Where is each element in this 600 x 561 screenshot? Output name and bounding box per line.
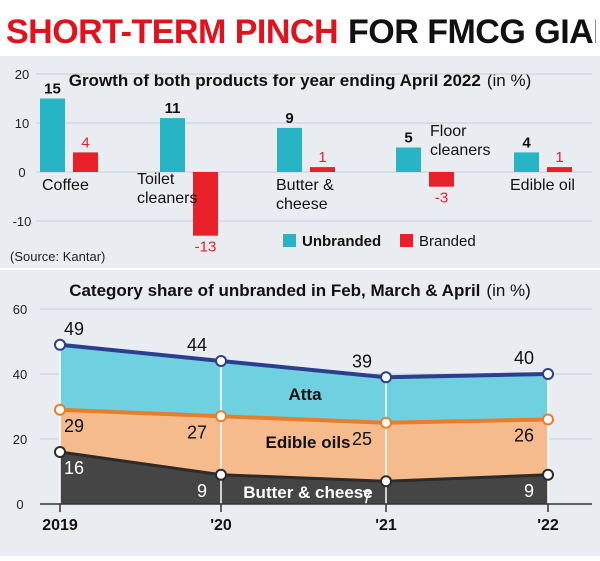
area-point-butter-and-cheese — [542, 468, 554, 481]
area-point-edible-oils — [215, 410, 227, 423]
area-series-name-atta: Atta — [288, 385, 322, 404]
area-band-butter-and-cheese — [60, 452, 548, 504]
area-line-butter-and-cheese — [59, 450, 549, 483]
bar-category-line: Coffee — [42, 177, 89, 194]
bar-branded-coffee — [73, 152, 98, 172]
bar-y-tick-label: -10 — [13, 214, 32, 229]
area-series-name-edible-oils: Edible oils — [265, 433, 350, 452]
bar-category-line: Edible oil — [510, 177, 575, 194]
area-value-label-butter-and-cheese: 9 — [197, 481, 207, 501]
bar-branded-floor-cleaners — [429, 172, 454, 187]
bar-chart-title: Growth of both products for year ending … — [69, 71, 532, 90]
area-line-edible-oils — [59, 407, 549, 425]
area-point-atta — [380, 371, 392, 384]
bar-category-line: cleaners — [137, 190, 197, 207]
area-point-edible-oils — [380, 416, 392, 429]
area-value-label-atta: 44 — [187, 335, 207, 355]
bar-category-line: Floor — [430, 123, 467, 140]
area-x-tick-label: '22 — [537, 517, 559, 534]
area-y-tick-label: 0 — [16, 497, 23, 512]
legend-label-unbranded: Unbranded — [302, 233, 381, 250]
area-y-tick-label: 40 — [13, 367, 27, 382]
bar-legend: Unbranded Branded — [283, 233, 476, 250]
bar-category-label-toilet-cleaners: Toilet cleaners — [137, 171, 197, 207]
bar-unbranded-edible-oil — [514, 152, 539, 172]
bar-category-line: Toilet — [137, 171, 175, 188]
area-value-label-atta: 49 — [64, 319, 84, 339]
bar-y-tick-label: 10 — [15, 116, 29, 131]
bar-branded-toilet-cleaners — [193, 172, 218, 236]
bar-category-line: Butter & — [276, 177, 334, 194]
bar-y-tick-label: 20 — [15, 67, 29, 82]
area-band-atta — [60, 344, 548, 423]
bar-value-label: 1 — [318, 149, 326, 166]
bar-y-tick-label: 0 — [18, 165, 25, 180]
area-series-name-butter-and-cheese: Butter & cheese — [243, 483, 372, 502]
bar-value-label: -13 — [195, 239, 217, 256]
bar-value-label: 9 — [285, 110, 293, 127]
bar-value-label: 15 — [44, 81, 61, 98]
area-chart-title: Category share of unbranded in Feb, Marc… — [69, 281, 531, 300]
area-value-label-edible-oils: 26 — [514, 426, 534, 446]
area-x-tick-label: '21 — [375, 517, 397, 534]
headline: SHORT-TERM PINCH FOR FMCG GIANTS — [6, 13, 596, 51]
area-point-butter-and-cheese — [380, 475, 392, 488]
area-band-edible-oils — [60, 409, 548, 482]
bar-category-label-butter-cheese: Butter & cheese — [276, 177, 334, 213]
area-value-label-atta: 40 — [514, 348, 534, 368]
area-value-label-edible-oils: 25 — [352, 429, 372, 449]
area-x-tick-label: 2019 — [42, 517, 78, 534]
area-point-edible-oils — [542, 413, 554, 426]
bar-category-line: cheese — [276, 196, 328, 213]
area-value-label-butter-and-cheese: 7 — [362, 487, 372, 507]
area-line-atta — [59, 342, 549, 380]
area-point-atta — [542, 368, 554, 380]
legend-swatch-branded — [400, 234, 413, 247]
share-area-chart-panel: Category share of unbranded in Feb, Marc… — [0, 270, 600, 556]
bar-value-label: 4 — [81, 134, 89, 151]
area-x-tick-label: '20 — [210, 517, 232, 534]
growth-bar-chart-panel: Growth of both products for year ending … — [0, 56, 600, 268]
bar-value-label: -3 — [435, 190, 448, 207]
bar-category-label-edible-oil: Edible oil — [510, 177, 575, 194]
bar-unbranded-butter-cheese — [277, 127, 302, 172]
legend-swatch-unbranded — [283, 234, 296, 247]
bar-value-label: 4 — [522, 134, 531, 151]
area-value-label-butter-and-cheese: 9 — [524, 481, 534, 501]
bar-value-label: 5 — [404, 130, 412, 147]
bar-category-line: cleaners — [430, 142, 490, 159]
share-area-chart: Category share of unbranded in Feb, Marc… — [13, 281, 592, 534]
bar-branded-butter-cheese — [310, 167, 335, 172]
bar-unbranded-toilet-cleaners — [160, 118, 185, 172]
headline-part-black: FOR FMCG GIANTS — [348, 13, 596, 51]
area-point-atta — [215, 355, 227, 367]
area-point-butter-and-cheese — [215, 468, 227, 481]
area-value-label-edible-oils: 29 — [64, 416, 84, 436]
bar-value-label: 11 — [165, 100, 181, 117]
area-value-label-atta: 39 — [352, 351, 372, 371]
bar-value-label: 1 — [555, 149, 563, 166]
bar-branded-edible-oil — [547, 167, 572, 172]
area-y-tick-label: 60 — [13, 302, 27, 317]
bar-category-label-floor-cleaners: Floor cleaners — [430, 123, 490, 159]
source-note: (Source: Kantar) — [10, 249, 105, 264]
area-point-butter-and-cheese — [54, 446, 66, 458]
bar-category-label-coffee: Coffee — [42, 177, 89, 194]
area-y-tick-label: 20 — [13, 432, 27, 447]
area-point-atta — [54, 338, 66, 351]
area-point-edible-oils — [54, 403, 66, 416]
growth-bar-chart: Growth of both products for year ending … — [10, 67, 592, 264]
legend-label-branded: Branded — [419, 233, 476, 250]
bar-unbranded-coffee — [40, 98, 65, 172]
bar-unbranded-floor-cleaners — [396, 147, 421, 172]
area-value-label-edible-oils: 27 — [187, 422, 207, 442]
area-value-label-butter-and-cheese: 16 — [64, 458, 84, 478]
headline-part-red: SHORT-TERM PINCH — [6, 13, 338, 51]
